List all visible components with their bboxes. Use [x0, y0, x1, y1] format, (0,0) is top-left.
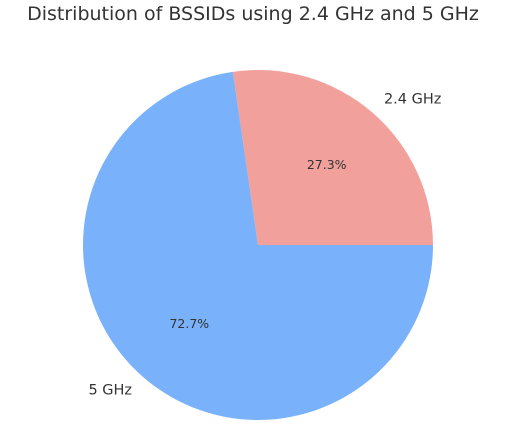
- slice-label-5-ghz: 5 GHz: [88, 383, 132, 399]
- pie-labels: 2.4 GHz 27.3% 5 GHz 72.7%: [88, 91, 441, 398]
- pie-slice-5-ghz: [83, 71, 433, 420]
- chart-title: Distribution of BSSIDs using 2.4 GHz and…: [27, 3, 479, 25]
- percent-label-5-ghz: 72.7%: [169, 316, 209, 331]
- slice-label-2-4-ghz: 2.4 GHz: [384, 91, 441, 107]
- pie-slices: [83, 69, 433, 420]
- percent-label-2-4-ghz: 27.3%: [307, 157, 347, 172]
- pie-slice-2-4-ghz: [232, 69, 433, 246]
